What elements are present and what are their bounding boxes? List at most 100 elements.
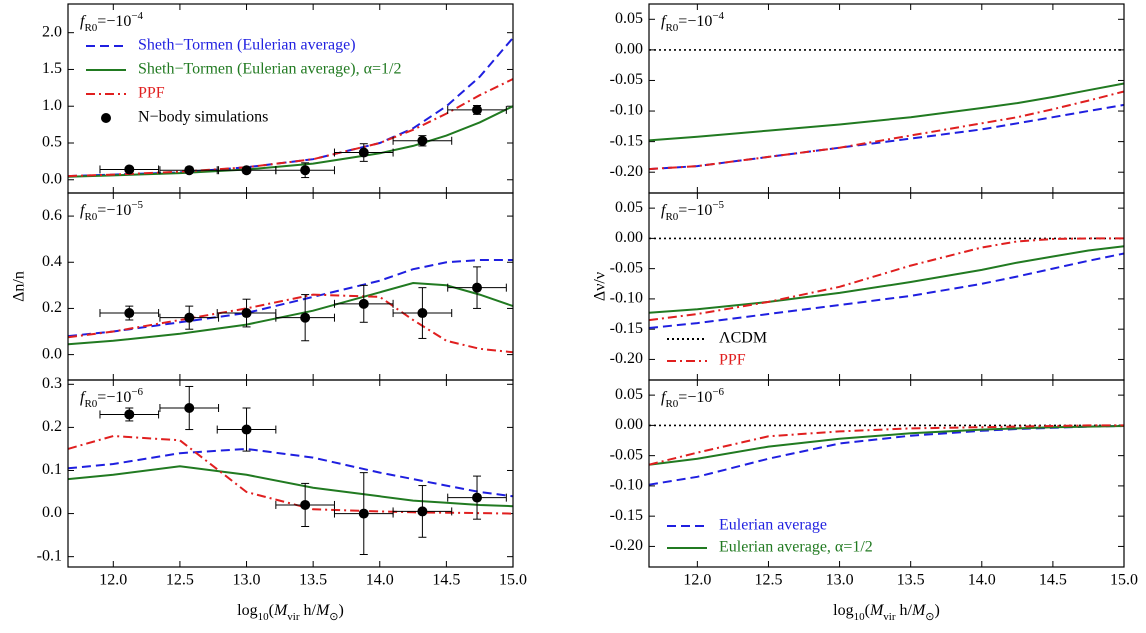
series-line [67,259,513,338]
panel-label-part: R0 [84,211,97,223]
panel-label-part: =−10 [678,13,712,30]
series-line [67,78,514,178]
x-axis-label-part: h/ [896,602,913,619]
x-axis-label-part: h/ [300,602,317,619]
x-tick-label: 13.0 [826,572,854,589]
panel-label: fR0=−10−5 [661,199,725,223]
x-tick-label: 12.0 [683,572,711,589]
series-line [648,82,1125,142]
series-line [648,424,1124,466]
x-axis-label-part: M [911,602,927,619]
legend-label: PPF [719,352,746,369]
y-tick-label: 0.6 [42,207,62,224]
x-axis-label: log10(Mvir h/M⊙) [833,602,940,623]
panel-label-part: −4 [712,10,724,22]
panel-frame [648,3,1125,194]
data-point [124,164,135,175]
series-line [67,37,514,178]
data-point [184,165,195,176]
y-tick-label: -0.15 [610,507,643,524]
panel-label-part: =−10 [97,202,131,219]
y-tick-label: 0.3 [42,375,62,392]
y-tick-label: 0.0 [42,170,62,187]
y-axis-label: Δn/n [11,271,28,302]
series-line [67,281,514,346]
y-tick-label: 0.05 [615,199,643,216]
x-axis-label-part: ) [339,602,344,619]
data-point [241,308,252,319]
panel-label-part: f [661,13,668,30]
data-point [358,298,369,309]
x-tick-label: 12.0 [99,572,127,589]
panel-label: fR0=−10−6 [80,386,144,410]
x-tick-label: 13.5 [897,572,925,589]
panel-label-part: =−10 [97,13,131,30]
data-point [241,165,252,176]
data-point [417,506,428,517]
data-point [358,508,369,519]
data-point [417,135,428,146]
x-axis-label-part: M [869,602,885,619]
panel-label-part: R0 [665,398,678,410]
y-tick-label: 0.00 [615,229,643,246]
y-tick-label: -0.05 [610,259,643,276]
panel-label-part: =−10 [678,389,712,406]
series-line [648,237,1124,322]
panel-label: fR0=−10−5 [80,199,144,223]
data-point [300,312,311,323]
x-axis-label-part: ) [935,602,940,619]
x-axis-label-part: M [315,602,331,619]
data-point [184,403,195,414]
legend-label: N−body simulations [138,109,268,126]
panel-label-part: −6 [712,386,724,398]
x-tick-label: 15.0 [1110,572,1138,589]
x-tick-label: 13.5 [299,572,327,589]
panel-label-part: f [80,202,87,219]
panel-label-part: −4 [131,10,143,22]
panel-label-part: −6 [131,386,143,398]
y-tick-label: 0.4 [42,253,62,270]
y-tick-label: 0.2 [42,418,62,435]
series-line [648,252,1125,329]
series-line [67,465,514,508]
x-axis-label-part: 10 [854,611,866,623]
legend-label: Eulerian average, α=1/2 [719,539,873,556]
x-axis-label-part: log [237,602,257,619]
panel-label-part: R0 [84,398,97,410]
y-tick-label: -0.10 [610,290,643,307]
panel-label-part: −5 [131,199,143,211]
x-axis-label-part: 10 [258,611,270,623]
x-axis-label: log10(Mvir h/M⊙) [237,602,344,623]
y-tick-label: 0.05 [615,386,643,403]
x-axis-label-part: ⊙ [329,611,338,623]
y-tick-label: 0.0 [42,504,62,521]
panel-frame [648,379,1125,568]
y-tick-label: 0.00 [615,416,643,433]
data-point [241,424,252,435]
legend-label: Sheth−Tormen (Eulerian average), α=1/2 [138,61,401,78]
x-tick-label: 12.5 [754,572,782,589]
data-point [358,147,369,158]
series-line [648,245,1125,314]
data-point [300,499,311,510]
y-tick-label: -0.15 [610,132,643,149]
y-tick-label: -0.05 [610,446,643,463]
y-tick-label: 0.1 [42,461,62,478]
panel-label-part: R0 [84,22,97,34]
y-tick-label: -0.20 [610,350,643,367]
y-tick-label: 2.0 [42,23,62,40]
y-tick-label: -0.20 [610,537,643,554]
y-tick-label: 0.0 [42,345,62,362]
y-tick-label: 0.05 [615,10,643,27]
panel-label: fR0=−10−4 [661,10,725,34]
x-axis-label-part: M [273,602,289,619]
data-point [472,282,483,293]
y-tick-label: -0.10 [610,102,643,119]
panel-label-part: =−10 [97,389,131,406]
panel-label-part: f [661,202,668,219]
x-axis-label-part: ( [865,602,870,619]
y-tick-label: 1.0 [42,97,62,114]
panel-frame [67,192,514,381]
panel-label-part: =−10 [678,202,712,219]
legend-label: Eulerian average [719,517,827,534]
